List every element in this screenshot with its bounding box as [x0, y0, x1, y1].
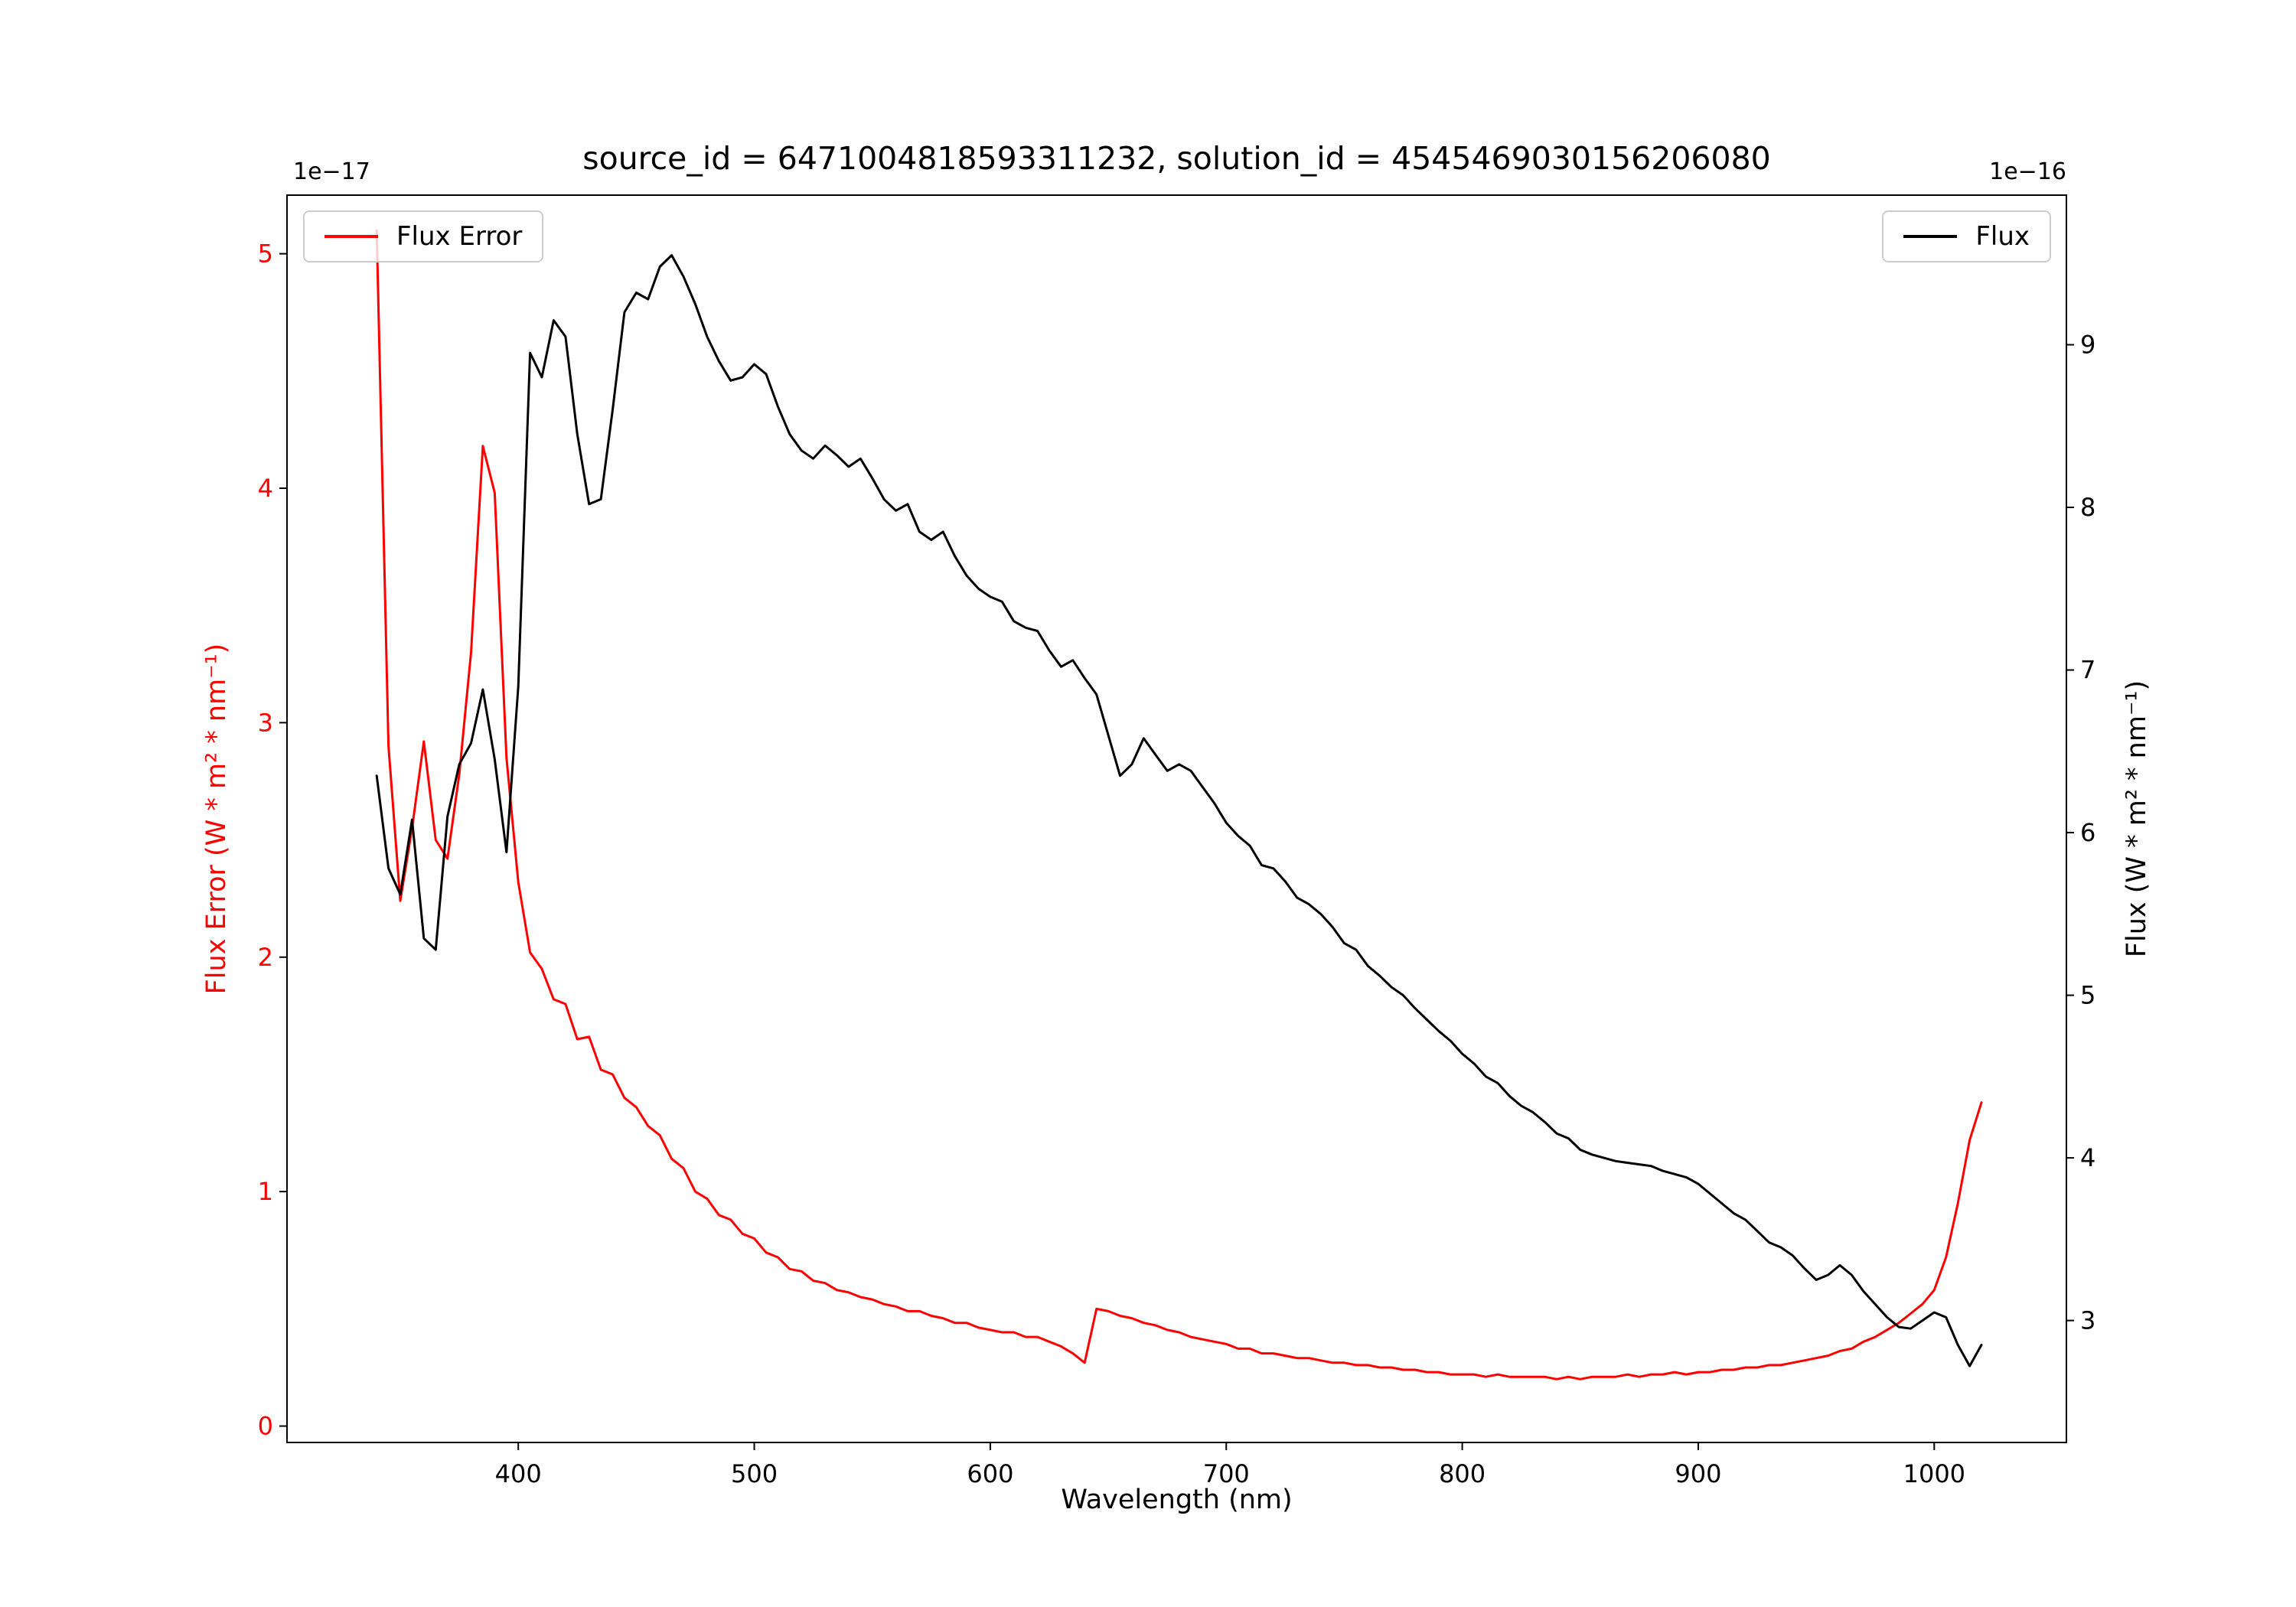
right-y-tick-label: 7	[2080, 656, 2095, 685]
left-y-tick-label: 3	[258, 708, 273, 737]
left-y-tick-label: 5	[258, 240, 273, 269]
left-y-axis-label: Flux Error (W * m² * nm⁻¹)	[201, 643, 232, 995]
x-tick-label: 500	[731, 1459, 778, 1488]
left-y-tick-label: 2	[258, 943, 273, 972]
legend-flux: Flux	[1882, 210, 2051, 262]
right-axis-offset-text: 1e−16	[1989, 158, 2066, 185]
left-y-tick-label: 1	[258, 1177, 273, 1206]
right-y-tick-label: 4	[2080, 1143, 2095, 1172]
x-axis-label: Wavelength (nm)	[1061, 1485, 1293, 1515]
flux-legend-line	[1903, 235, 1958, 238]
flux-error-line	[375, 229, 1983, 1380]
chart-title: source_id = 6471004818593311232, solutio…	[582, 140, 1771, 177]
flux-legend-label: Flux	[1975, 221, 2030, 252]
x-tick-label: 600	[967, 1459, 1013, 1488]
legend-flux-error: Flux Error	[303, 210, 544, 262]
right-y-tick-label: 3	[2080, 1306, 2095, 1335]
right-y-tick-label: 5	[2080, 981, 2095, 1010]
right-y-tick-label: 8	[2080, 493, 2095, 522]
x-tick-label: 400	[495, 1459, 542, 1488]
left-axis-offset-text: 1e−17	[293, 158, 370, 185]
right-y-tick-label: 9	[2080, 331, 2095, 360]
left-y-tick-label: 4	[258, 474, 273, 503]
plot-border	[286, 194, 2067, 1443]
x-tick-label: 700	[1203, 1459, 1250, 1488]
flux-line	[375, 254, 1983, 1367]
x-tick-label: 900	[1675, 1459, 1721, 1488]
x-tick-label: 1000	[1903, 1459, 1965, 1488]
left-y-tick-label: 0	[258, 1412, 273, 1441]
flux-error-legend-line	[325, 235, 378, 238]
x-tick-label: 800	[1439, 1459, 1486, 1488]
right-y-axis-label: Flux (W * m² * nm⁻¹)	[2122, 680, 2152, 958]
flux-error-legend-label: Flux Error	[396, 221, 523, 252]
right-y-tick-label: 6	[2080, 818, 2095, 847]
